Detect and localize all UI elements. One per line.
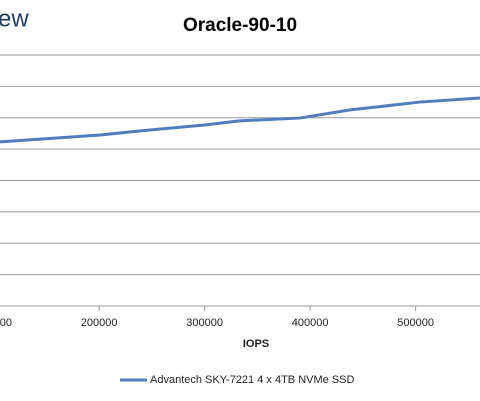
x-tick-label: 100000 — [0, 317, 12, 329]
logo-text: ew — [0, 5, 29, 32]
x-tick-label: 200000 — [81, 317, 118, 329]
chart-title: Oracle-90-10 — [183, 15, 297, 36]
series-line — [0, 96, 480, 144]
x-tick-label: 400000 — [292, 317, 329, 329]
x-tick-label: 300000 — [186, 317, 223, 329]
legend-label: Advantech SKY-7221 4 x 4TB NVMe SSD — [150, 374, 354, 386]
x-tick-label: 500000 — [397, 317, 434, 329]
x-axis-label: IOPS — [243, 338, 269, 350]
